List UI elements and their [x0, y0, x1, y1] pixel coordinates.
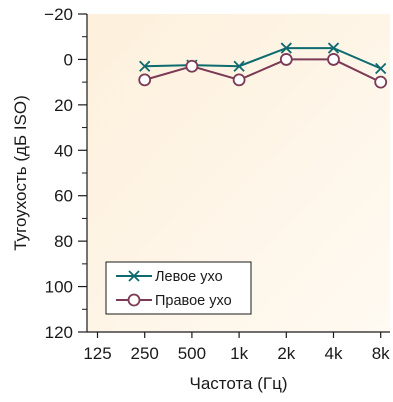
legend-box: [105, 261, 252, 315]
x-tick-label: 125: [83, 344, 111, 363]
data-point: [375, 62, 387, 75]
legend-label: Левое ухо: [155, 269, 223, 285]
y-tick-label: 40: [54, 141, 73, 160]
legend-entry: Левое ухо: [116, 269, 223, 285]
data-point: [280, 42, 292, 54]
data-point: [327, 53, 340, 66]
data-point: [185, 59, 199, 73]
y-axis-label: Тугоухость (дБ ISO): [11, 95, 30, 251]
y-tick-label: 120: [45, 323, 73, 342]
x-tick-label: 4k: [325, 344, 343, 363]
y-tick-label: 80: [54, 232, 73, 251]
series-1: [139, 42, 387, 75]
series-2: [138, 53, 388, 89]
x-axis-label: Частота (Гц): [190, 374, 288, 393]
data-point: [233, 60, 245, 72]
legend-marker: [128, 270, 140, 282]
legend-entry: Правое ухо: [116, 293, 232, 309]
x-tick-label: 500: [178, 344, 206, 363]
data-point: [139, 60, 151, 72]
axes: −20 0 20 40 60 80 100 120 125 250 500 1k 2k 4k 8k: [44, 5, 390, 363]
data-point: [374, 75, 388, 89]
y-tick-label: 0: [64, 50, 73, 69]
data-point: [232, 73, 246, 87]
y-tick-label: −20: [44, 5, 73, 24]
series-line: [144, 58, 382, 84]
data-point: [279, 53, 293, 66]
series-line: [144, 47, 382, 70]
legend: Левое ухо Правое ухо: [105, 261, 252, 315]
x-tick-label: 1k: [230, 344, 248, 363]
y-tick-label: 20: [54, 96, 73, 115]
y-tick-label: 100: [45, 278, 73, 297]
x-tick-label: 8k: [372, 344, 390, 363]
legend-marker: [127, 293, 141, 307]
data-point: [327, 42, 340, 54]
legend-label: Правое ухо: [155, 293, 232, 309]
y-tick-label: 60: [54, 187, 73, 206]
data-point: [138, 73, 152, 87]
x-tick-label: 2k: [277, 344, 295, 363]
x-tick-label: 250: [131, 344, 159, 363]
series-layer: [138, 42, 388, 89]
